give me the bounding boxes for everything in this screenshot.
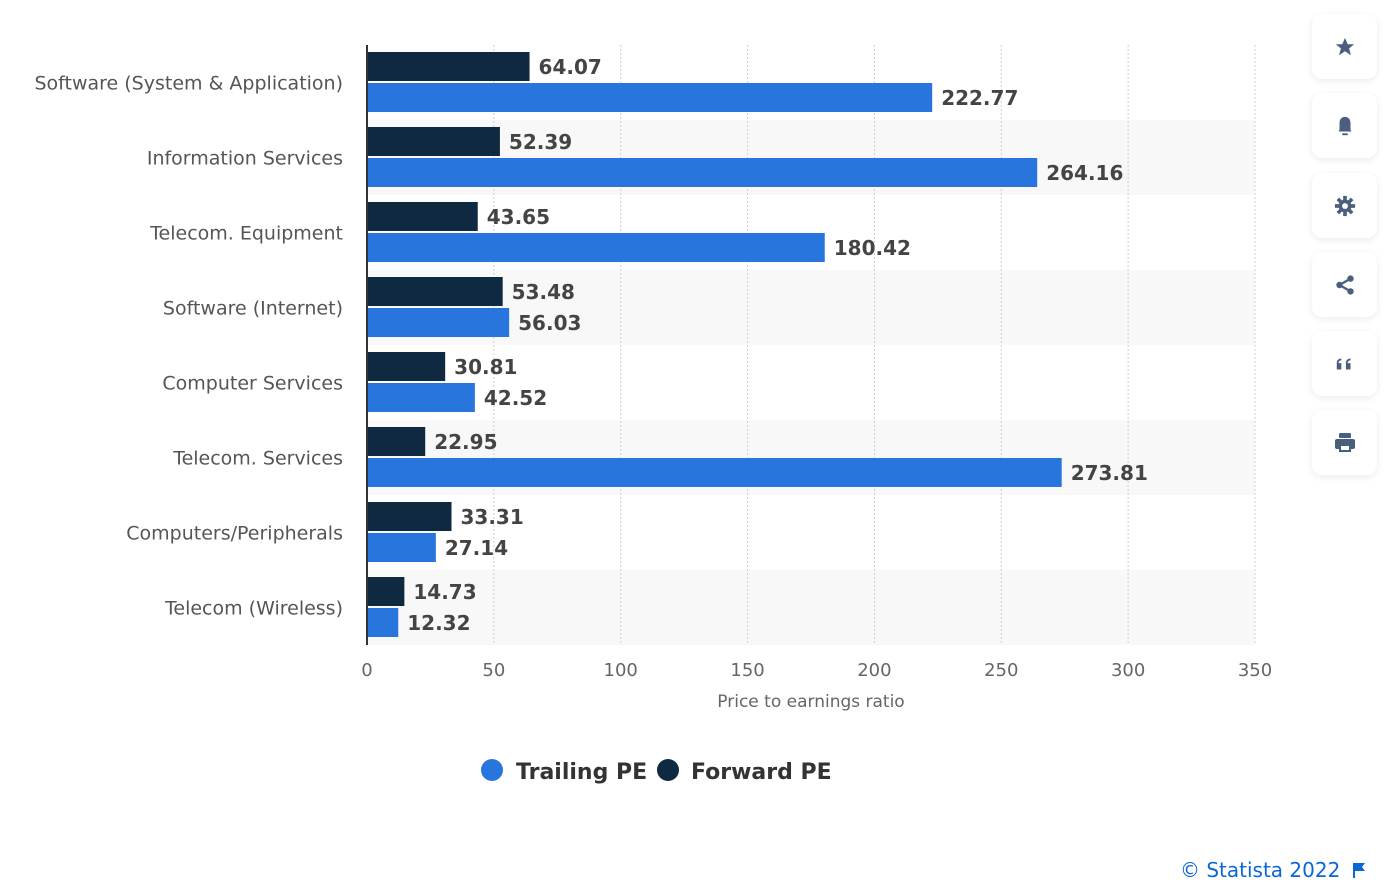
category-label: Information Services [147, 148, 343, 170]
x-tick-label: 150 [730, 660, 764, 681]
category-label: Software (System & Application) [34, 73, 343, 95]
x-tick-label: 200 [857, 660, 891, 681]
category-label: Software (Internet) [163, 298, 343, 320]
forward-pe-value-label: 53.48 [512, 280, 575, 304]
bell-icon [1338, 116, 1351, 135]
forward-pe-bar [367, 127, 500, 156]
category-label: Computer Services [162, 373, 343, 395]
print-icon [1334, 432, 1355, 452]
x-axis-title: Price to earnings ratio [717, 692, 904, 712]
forward-pe-value-label: 64.07 [539, 55, 602, 79]
trailing-pe-value-label: 27.14 [445, 536, 508, 560]
forward-pe-value-label: 43.65 [487, 205, 550, 229]
trailing-pe-value-label: 222.77 [941, 86, 1018, 110]
trailing-pe-value-label: 264.16 [1046, 161, 1123, 185]
statista-credit-link[interactable]: © Statista 2022 [1180, 858, 1341, 882]
row-band [367, 570, 1255, 645]
legend-marker-forward-pe [657, 759, 679, 781]
forward-pe-value-label: 52.39 [509, 130, 572, 154]
trailing-pe-bar [367, 308, 510, 337]
trailing-pe-bar [367, 533, 436, 562]
x-tick-label: 300 [1111, 660, 1145, 681]
forward-pe-bar [367, 202, 478, 231]
x-tick-label: 50 [482, 660, 505, 681]
trailing-pe-value-label: 56.03 [518, 311, 581, 335]
star-icon [1335, 37, 1354, 55]
legend-marker-trailing-pe [481, 759, 503, 781]
forward-pe-bar [367, 52, 530, 81]
trailing-pe-bar [367, 83, 933, 112]
x-tick-label: 350 [1238, 660, 1272, 681]
forward-pe-value-label: 30.81 [454, 355, 517, 379]
trailing-pe-value-label: 12.32 [407, 611, 470, 635]
trailing-pe-bar [367, 458, 1062, 487]
forward-pe-bar [367, 577, 405, 606]
print-button[interactable] [1312, 410, 1377, 475]
favorite-button[interactable] [1312, 14, 1377, 79]
forward-pe-bar [367, 352, 446, 381]
row-band [367, 270, 1255, 345]
x-tick-label: 250 [984, 660, 1018, 681]
forward-pe-bar [367, 502, 452, 531]
trailing-pe-bar [367, 383, 475, 412]
notification-button[interactable] [1312, 93, 1377, 158]
trailing-pe-value-label: 180.42 [834, 236, 911, 260]
forward-pe-bar [367, 277, 503, 306]
forward-pe-bar [367, 427, 426, 456]
footer: © Statista 2022 [1180, 858, 1366, 882]
gear-icon [1334, 195, 1355, 216]
forward-pe-value-label: 33.31 [461, 505, 524, 529]
share-button[interactable] [1312, 252, 1377, 317]
trailing-pe-bar [367, 233, 825, 262]
category-label: Telecom. Services [172, 448, 343, 470]
share-icon [1335, 274, 1354, 295]
settings-button[interactable] [1312, 173, 1377, 238]
category-label: Computers/Peripherals [126, 523, 343, 545]
quote-icon [1336, 358, 1350, 369]
category-label: Telecom (Wireless) [164, 598, 343, 620]
trailing-pe-bar [367, 608, 399, 637]
legend-label-trailing-pe: Trailing PE [516, 760, 647, 785]
forward-pe-value-label: 22.95 [434, 430, 497, 454]
legend-label-forward-pe: Forward PE [691, 760, 832, 785]
trailing-pe-value-label: 42.52 [484, 386, 547, 410]
category-label: Telecom. Equipment [149, 223, 343, 245]
flag-icon[interactable] [1352, 862, 1366, 878]
cite-button[interactable] [1312, 331, 1377, 396]
forward-pe-value-label: 14.73 [413, 580, 476, 604]
x-tick-label: 0 [361, 660, 372, 681]
x-tick-label: 100 [604, 660, 638, 681]
trailing-pe-value-label: 273.81 [1071, 461, 1148, 485]
trailing-pe-bar [367, 158, 1038, 187]
